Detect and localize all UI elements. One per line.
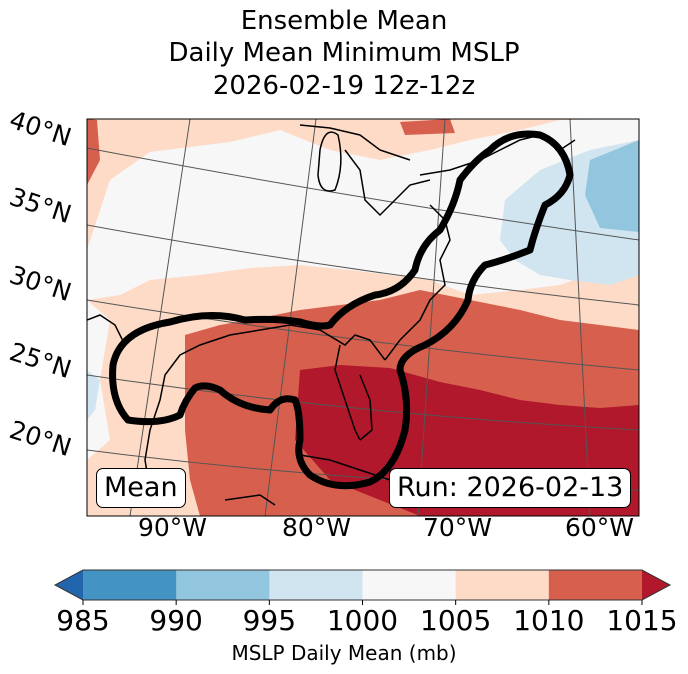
colorbar-segment-995-1000 — [269, 570, 363, 600]
colorbar-label: MSLP Daily Mean (mb) — [231, 641, 457, 665]
field-1010-1015-north — [400, 119, 455, 135]
colorbar-tick-label: 1005 — [420, 604, 492, 637]
lon-tick-80w: 80°W — [282, 513, 352, 542]
run-date-annotation: Run: 2026-02-13 — [389, 468, 632, 508]
colorbar-tick-label: 1010 — [513, 604, 585, 637]
colorbar-tick-label: 1015 — [606, 604, 678, 637]
chart-title-line-3: 2026-02-19 12z-12z — [212, 71, 476, 101]
chart-title-line-1: Ensemble Mean — [240, 6, 448, 36]
field-995-1000-sw — [87, 370, 100, 420]
lon-tick-70w: 70°W — [423, 513, 493, 542]
colorbar-segment-1010-1015 — [548, 570, 643, 600]
colorbar — [53, 569, 672, 605]
lon-tick-90w: 90°W — [138, 513, 208, 542]
colorbar-tick-label: 1000 — [326, 604, 399, 637]
colorbar-tick-label: 990 — [149, 604, 203, 637]
colorbar-tick-label: 995 — [242, 604, 297, 637]
colorbar-segment-1000-1005 — [362, 570, 457, 600]
colorbar-segment-1005-1010 — [455, 570, 550, 600]
contour-outline — [109, 130, 574, 490]
colorbar-segment-990-995 — [176, 570, 270, 600]
colorbar-segment-985-990 — [83, 570, 177, 600]
map-frame — [86, 118, 640, 517]
field-1010-1015-nw — [87, 119, 100, 185]
colorbar-extend-over — [642, 570, 670, 600]
mean-annotation: Mean — [96, 468, 186, 508]
map-area — [87, 119, 639, 516]
chart-title-line-2: Daily Mean Minimum MSLP — [168, 38, 520, 68]
colorbar-tick-label: 985 — [56, 604, 110, 637]
field-1000-1005 — [87, 119, 639, 300]
lon-tick-60w: 60°W — [565, 513, 635, 542]
colorbar-extend-under — [55, 570, 83, 600]
field-990-995 — [585, 140, 639, 232]
